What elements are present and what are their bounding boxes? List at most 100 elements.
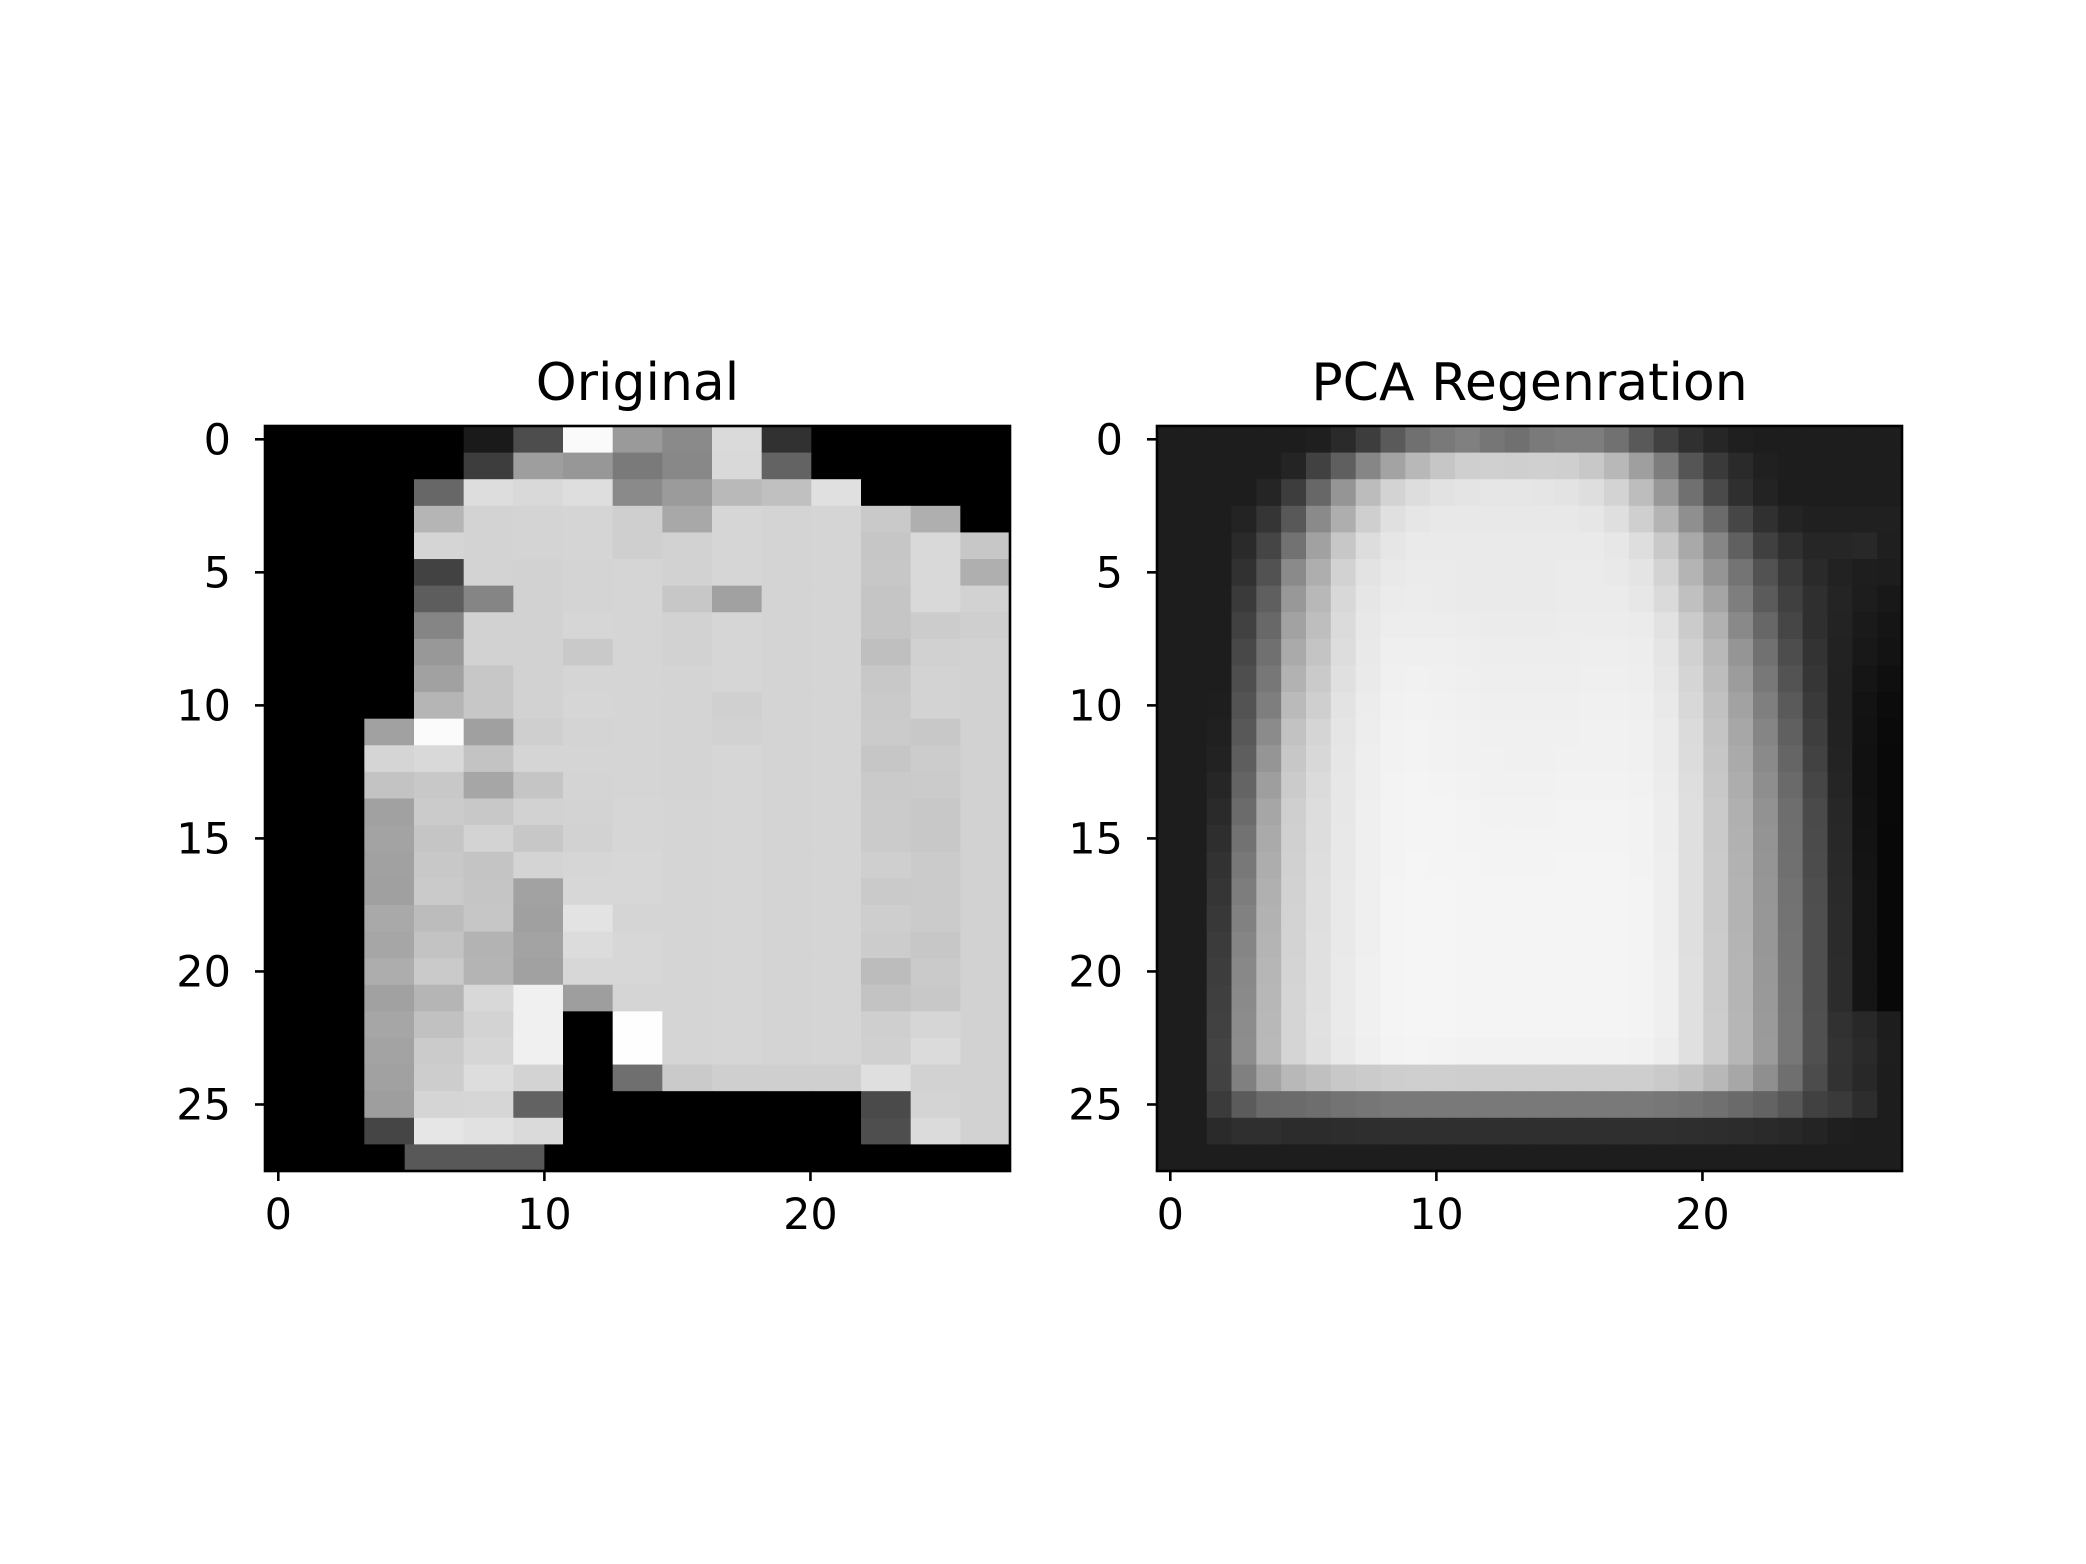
- pixel-cell: [1827, 665, 1853, 693]
- pixel-cell: [1827, 771, 1853, 800]
- pixel-cell: [1777, 1144, 1804, 1172]
- pixel-cell: [1256, 798, 1282, 826]
- pixel-cell: [1777, 612, 1804, 640]
- pixel-cell: [662, 532, 713, 560]
- pixel-cell: [761, 505, 812, 534]
- pixel-cell: [1554, 1037, 1580, 1066]
- pixel-cell: [1355, 718, 1382, 746]
- pixel-cell: [612, 958, 663, 986]
- pixel-cell: [1802, 665, 1829, 693]
- pixel-cell: [1529, 665, 1555, 693]
- pixel-cell: [1653, 1117, 1680, 1145]
- pixel-cell: [1852, 559, 1878, 587]
- pixel-cell: [1430, 984, 1456, 1012]
- image-pixels: [265, 426, 1011, 1172]
- pixel-cell: [265, 426, 316, 454]
- pixel-cell: [612, 798, 663, 826]
- pixel-cell: [1231, 532, 1257, 560]
- pixel-cell: [1306, 718, 1332, 746]
- pixel-cell: [1256, 638, 1282, 667]
- pixel-cell: [861, 1037, 912, 1066]
- pixel-cell: [1306, 665, 1332, 693]
- pixel-cell: [910, 692, 961, 720]
- pixel-cell: [1281, 771, 1307, 800]
- pixel-cell: [1206, 825, 1233, 853]
- pixel-cell: [1479, 958, 1506, 986]
- pixel-cell: [1181, 1037, 1208, 1066]
- pixel-cell: [1181, 1117, 1208, 1145]
- pixel-cell: [1852, 851, 1878, 879]
- pixel-cell: [1306, 1091, 1332, 1119]
- pixel-cell: [1355, 452, 1382, 480]
- pixel-cell: [1554, 1144, 1580, 1172]
- pixel-cell: [612, 479, 663, 507]
- pixel-cell: [1728, 904, 1754, 933]
- pixel-cell: [1504, 718, 1531, 746]
- pixel-cell: [1579, 612, 1605, 640]
- pixel-cell: [1653, 479, 1680, 507]
- pixel-cell: [404, 1144, 452, 1172]
- pixel-cell: [1405, 479, 1431, 507]
- pixel-cell: [612, 665, 663, 693]
- pixel-cell: [414, 1064, 465, 1092]
- pixel-cell: [1380, 665, 1406, 693]
- subplot-title: Original: [536, 353, 739, 413]
- pixel-cell: [364, 904, 415, 933]
- pixel-cell: [1777, 771, 1804, 800]
- pixel-cell: [1877, 426, 1903, 454]
- pixel-cell: [513, 479, 564, 507]
- pixel-cell: [314, 532, 365, 560]
- pixel-cell: [1455, 1144, 1481, 1172]
- pixel-cell: [1777, 692, 1804, 720]
- pixel-cell: [1852, 665, 1878, 693]
- pixel-cell: [513, 904, 564, 933]
- pixel-cell: [1728, 479, 1754, 507]
- pixel-cell: [1529, 585, 1555, 613]
- pixel-cell: [730, 1144, 778, 1172]
- pixel-cell: [463, 452, 514, 480]
- pixel-cell: [612, 692, 663, 720]
- pixel-cell: [1653, 665, 1680, 693]
- pixel-cell: [1380, 984, 1406, 1012]
- pixel-cell: [1380, 1091, 1406, 1119]
- pixel-cell: [1802, 479, 1829, 507]
- pixel-cell: [1157, 771, 1183, 800]
- pixel-cell: [1256, 851, 1282, 879]
- pixel-cell: [712, 665, 763, 693]
- pixel-cell: [451, 1144, 499, 1172]
- pixel-cell: [513, 745, 564, 773]
- pixel-cell: [1852, 825, 1878, 853]
- pixel-cell: [1330, 532, 1357, 560]
- pixel-cell: [563, 479, 614, 507]
- pixel-cell: [1827, 585, 1853, 613]
- pixel-cell: [612, 505, 663, 534]
- pixel-cell: [1827, 984, 1853, 1012]
- pixel-cell: [910, 585, 961, 613]
- pixel-cell: [265, 904, 316, 933]
- pixel-cell: [1455, 505, 1481, 534]
- pixel-cell: [364, 1037, 415, 1066]
- pixel-cell: [1181, 638, 1208, 667]
- pixel-cell: [1604, 1144, 1630, 1172]
- pixel-cell: [910, 1011, 961, 1039]
- pixel-cell: [1554, 1064, 1580, 1092]
- pixel-cell: [1703, 745, 1729, 773]
- pixel-cell: [364, 798, 415, 826]
- pixel-cell: [1554, 771, 1580, 800]
- pixel-cell: [1579, 1091, 1605, 1119]
- pixel-cell: [414, 878, 465, 906]
- pixel-cell: [1206, 1091, 1233, 1119]
- pixel-cell: [1554, 878, 1580, 906]
- pixel-cell: [1877, 505, 1903, 534]
- pixel-cell: [712, 452, 763, 480]
- pixel-cell: [1355, 1011, 1382, 1039]
- pixel-cell: [1306, 692, 1332, 720]
- pixel-cell: [1703, 585, 1729, 613]
- pixel-cell: [960, 745, 1011, 773]
- pixel-cell: [1355, 612, 1382, 640]
- pixel-cell: [1678, 718, 1704, 746]
- pixel-cell: [1281, 532, 1307, 560]
- pixel-cell: [265, 1064, 316, 1092]
- pixel-cell: [960, 878, 1011, 906]
- pixel-cell: [1256, 825, 1282, 853]
